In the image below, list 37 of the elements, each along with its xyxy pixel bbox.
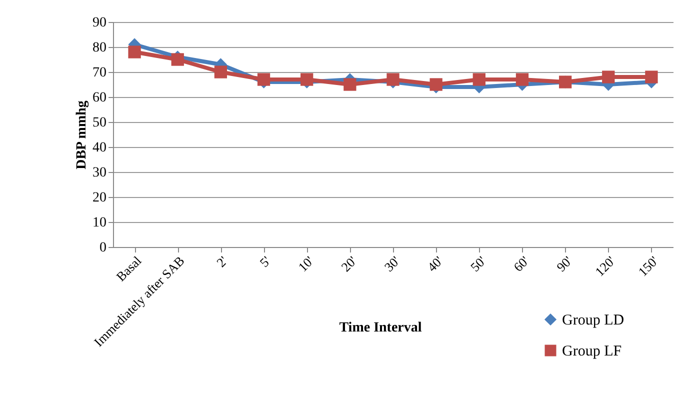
x-tick-label: 5' (256, 253, 274, 270)
point (214, 66, 228, 78)
x-tick-label: 60' (510, 253, 532, 275)
y-tick-label: 30 (92, 166, 106, 180)
x-tick-label: 30' (381, 253, 403, 275)
y-tick-label: 50 (92, 116, 106, 130)
legend-label: Group LF (562, 344, 622, 360)
y-axis-title: DBP mmhg (74, 100, 90, 170)
x-axis-title: Time Interval (339, 320, 422, 336)
point (430, 78, 442, 91)
point (344, 78, 356, 91)
x-tick-label: 50' (467, 253, 489, 275)
point (171, 53, 184, 66)
point (257, 73, 270, 86)
x-tick-label: 120' (592, 253, 618, 280)
y-tick-label: 90 (92, 16, 106, 30)
y-tick-label: 0 (100, 240, 106, 256)
y-tick-label: 40 (92, 140, 106, 156)
x-tick-label: 10' (295, 253, 317, 275)
point (472, 73, 486, 86)
y-tick-label: 10 (92, 216, 106, 230)
point (645, 70, 658, 84)
x-tick-label: 2' (214, 253, 230, 270)
point (300, 73, 314, 86)
legend-label: Group LD (562, 312, 624, 328)
x-tick-label: 20' (338, 253, 360, 275)
y-tick-label: 60 (92, 90, 106, 106)
point (516, 73, 529, 86)
x-tick-label: 150' (635, 253, 662, 280)
x-tick-label: 90' (554, 253, 575, 275)
point (602, 70, 615, 84)
y-tick-label: 70 (92, 66, 106, 80)
point (386, 73, 400, 86)
y-tick-label: 80 (92, 40, 106, 56)
point (128, 46, 141, 58)
y-tick-label: 20 (92, 190, 106, 206)
x-tick-label: 40' (424, 253, 446, 275)
